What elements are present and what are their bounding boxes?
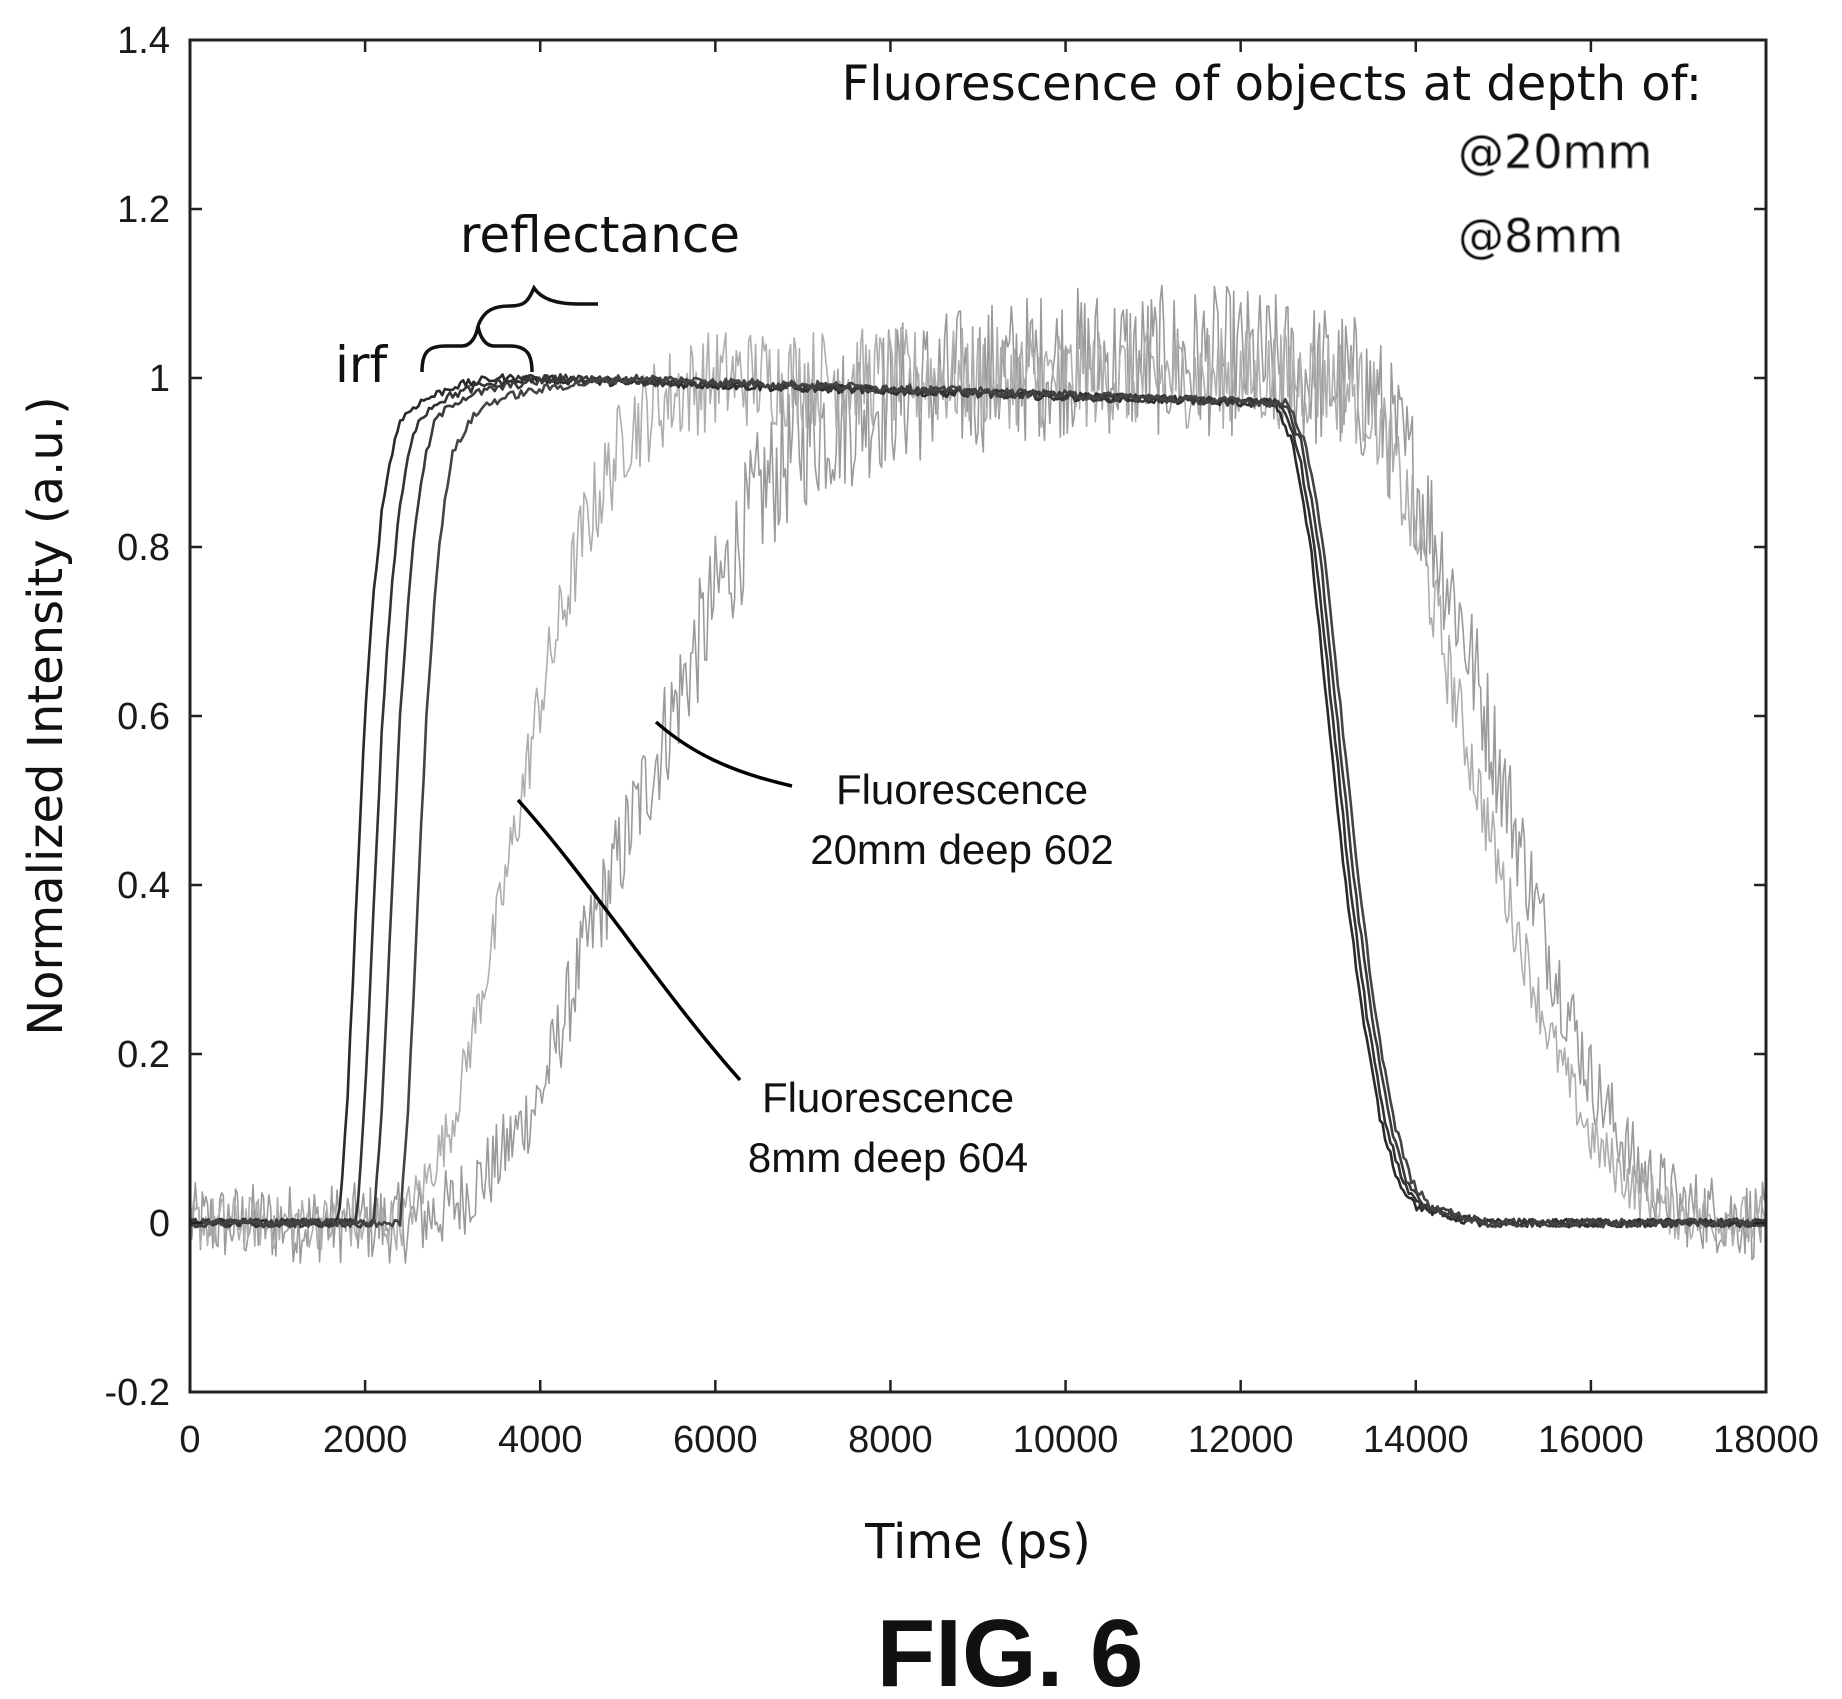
irf-brace bbox=[420, 325, 534, 373]
x-tick-label: 12000 bbox=[1188, 1419, 1294, 1461]
y-tick-label: 1 bbox=[149, 358, 170, 400]
annotation-reflectance: reflectance bbox=[460, 206, 740, 264]
leader-line-604 bbox=[516, 798, 742, 1082]
series-line-4 bbox=[189, 284, 1767, 1264]
annotation-602-line1: Fluorescence bbox=[836, 766, 1088, 813]
series-line-5 bbox=[189, 326, 1767, 1251]
y-axis-title: Normalized Intensity (a.u.) bbox=[18, 396, 74, 1035]
legend-title: Fluorescence of objects at depth of: bbox=[842, 56, 1702, 112]
series-layer bbox=[189, 284, 1768, 1264]
y-tick-label: 0.8 bbox=[117, 527, 170, 569]
series-line-3 bbox=[189, 373, 1767, 1229]
y-tick-label: 0.2 bbox=[117, 1034, 170, 1076]
figure-label: FIG. 6 bbox=[877, 1600, 1144, 1699]
y-tick-label: -0.2 bbox=[105, 1372, 170, 1414]
x-tick-label: 18000 bbox=[1713, 1419, 1819, 1461]
x-axis-title: Time (ps) bbox=[864, 1514, 1091, 1570]
y-tick-label: 0.6 bbox=[117, 696, 170, 738]
legend-entry-20mm: @20mm bbox=[1458, 125, 1652, 179]
y-tick-label: 0 bbox=[149, 1203, 170, 1245]
x-tick-label: 8000 bbox=[848, 1419, 933, 1461]
y-tick-label: 0.4 bbox=[117, 865, 170, 907]
x-tick-label: 4000 bbox=[498, 1419, 583, 1461]
x-tick-label: 6000 bbox=[673, 1419, 758, 1461]
annotation-602-line2: 20mm deep 602 bbox=[810, 826, 1114, 873]
y-tick-label: 1.2 bbox=[117, 189, 170, 231]
reflectance-brace bbox=[476, 284, 598, 327]
annotation-604-line1: Fluorescence bbox=[762, 1074, 1014, 1121]
leader-line-602 bbox=[654, 720, 793, 788]
x-tick-label: 14000 bbox=[1363, 1419, 1469, 1461]
x-tick-label: 10000 bbox=[1013, 1419, 1119, 1461]
annotation-irf: irf bbox=[335, 336, 388, 394]
annotation-604-line2: 8mm deep 604 bbox=[748, 1134, 1028, 1181]
y-tick-label: 1.4 bbox=[117, 20, 170, 62]
legend-entry-8mm: @8mm bbox=[1458, 209, 1623, 263]
ticks-layer: 0 2000 4000 6000 8000 10000 12000 14000 16000 180… bbox=[105, 20, 1819, 1461]
x-tick-label: 16000 bbox=[1538, 1419, 1644, 1461]
x-tick-label: 0 bbox=[179, 1419, 200, 1461]
x-tick-label: 2000 bbox=[323, 1419, 408, 1461]
